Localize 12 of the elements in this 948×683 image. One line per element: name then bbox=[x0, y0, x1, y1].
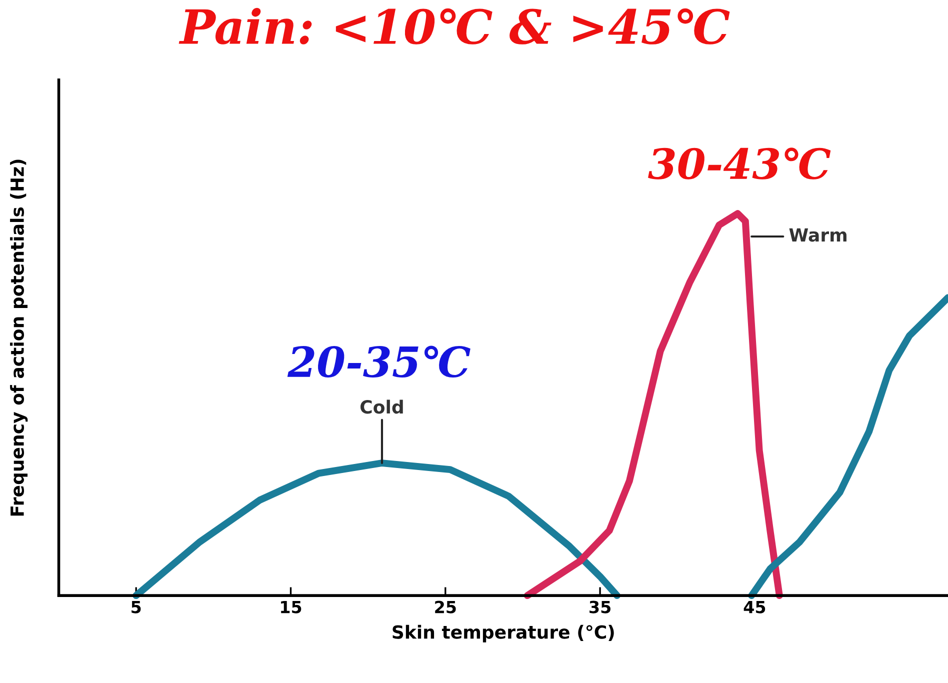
x-tick-label: 5 bbox=[132, 600, 141, 614]
chart-title: Pain: <10℃ & >45℃ bbox=[178, 8, 730, 44]
y-axis-title: Frequency of action potentials (Hz) bbox=[10, 160, 28, 516]
x-tick-label: 25 bbox=[435, 600, 456, 614]
x-tick-label: 45 bbox=[744, 600, 766, 614]
x-axis-title: Skin temperature (°C) bbox=[392, 624, 614, 642]
annotation: 20-35℃ bbox=[287, 346, 470, 378]
x-tick-label: 35 bbox=[590, 600, 610, 614]
x-tick-label: 15 bbox=[281, 600, 302, 614]
text: Warm bbox=[789, 228, 846, 242]
text: Cold bbox=[360, 400, 403, 414]
text: 30-43℃ bbox=[648, 148, 831, 180]
